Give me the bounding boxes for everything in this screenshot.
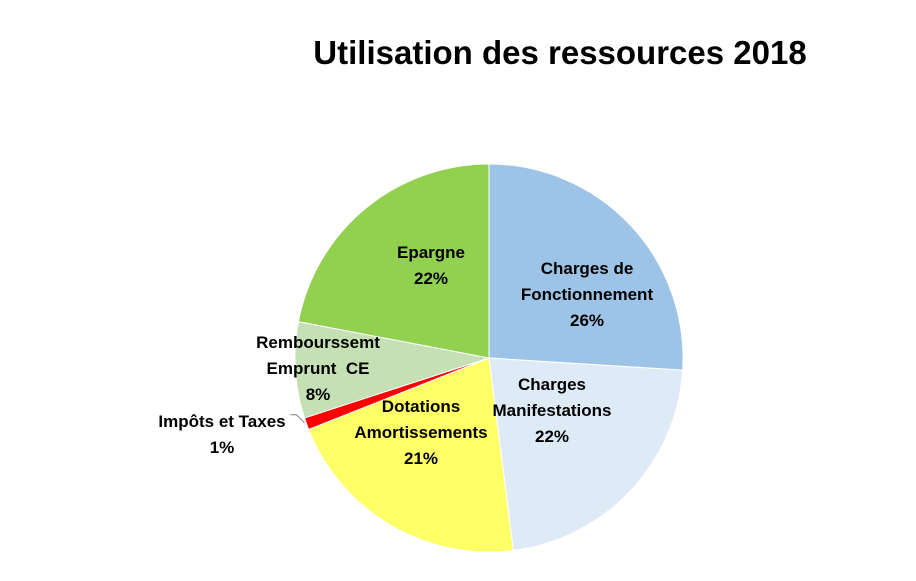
slice-category-label: Charges de bbox=[541, 259, 634, 278]
slice-category-label: Impôts et Taxes bbox=[158, 412, 285, 431]
slice-value-label: 1% bbox=[210, 438, 235, 457]
slice-category-label: Manifestations bbox=[492, 401, 611, 420]
slice-label: Rembourssemt Emprunt CE 8% bbox=[256, 333, 380, 404]
slice-category-label: Emprunt CE bbox=[267, 359, 370, 378]
slice-category-label: Rembourssemt bbox=[256, 333, 380, 352]
slice-category-label: Charges bbox=[518, 375, 586, 394]
slice-category-label: Amortissements bbox=[354, 423, 487, 442]
slice-labels: Charges de Fonctionnement 26% Charges Manife… bbox=[158, 243, 653, 468]
pie-slice bbox=[307, 357, 514, 553]
slice-label: Dotations Amortissements 21% bbox=[354, 397, 487, 468]
slice-value-label: 22% bbox=[535, 427, 569, 446]
slice-category-label: Dotations bbox=[382, 397, 460, 416]
slice-value-label: 21% bbox=[404, 449, 438, 468]
pie-slices bbox=[294, 163, 684, 553]
slice-value-label: 22% bbox=[414, 269, 448, 288]
slice-label: Epargne 22% bbox=[397, 243, 465, 288]
slice-label: Charges de Fonctionnement 26% bbox=[521, 259, 654, 330]
slice-value-label: 26% bbox=[570, 311, 604, 330]
pie-slice bbox=[297, 163, 490, 359]
slice-label: Impôts et Taxes 1% bbox=[158, 412, 285, 457]
slice-category-label: Fonctionnement bbox=[521, 285, 654, 304]
slice-value-label: 8% bbox=[306, 385, 331, 404]
slice-category-label: Epargne bbox=[397, 243, 465, 262]
leader-line bbox=[290, 414, 305, 424]
slice-label: Charges Manifestations 22% bbox=[492, 375, 611, 446]
pie-slice bbox=[488, 163, 684, 371]
leader-lines bbox=[290, 414, 305, 424]
pie-slice bbox=[294, 321, 490, 419]
chart-title: Utilisation des ressources 2018 bbox=[313, 34, 807, 71]
pie-slice bbox=[488, 357, 684, 552]
